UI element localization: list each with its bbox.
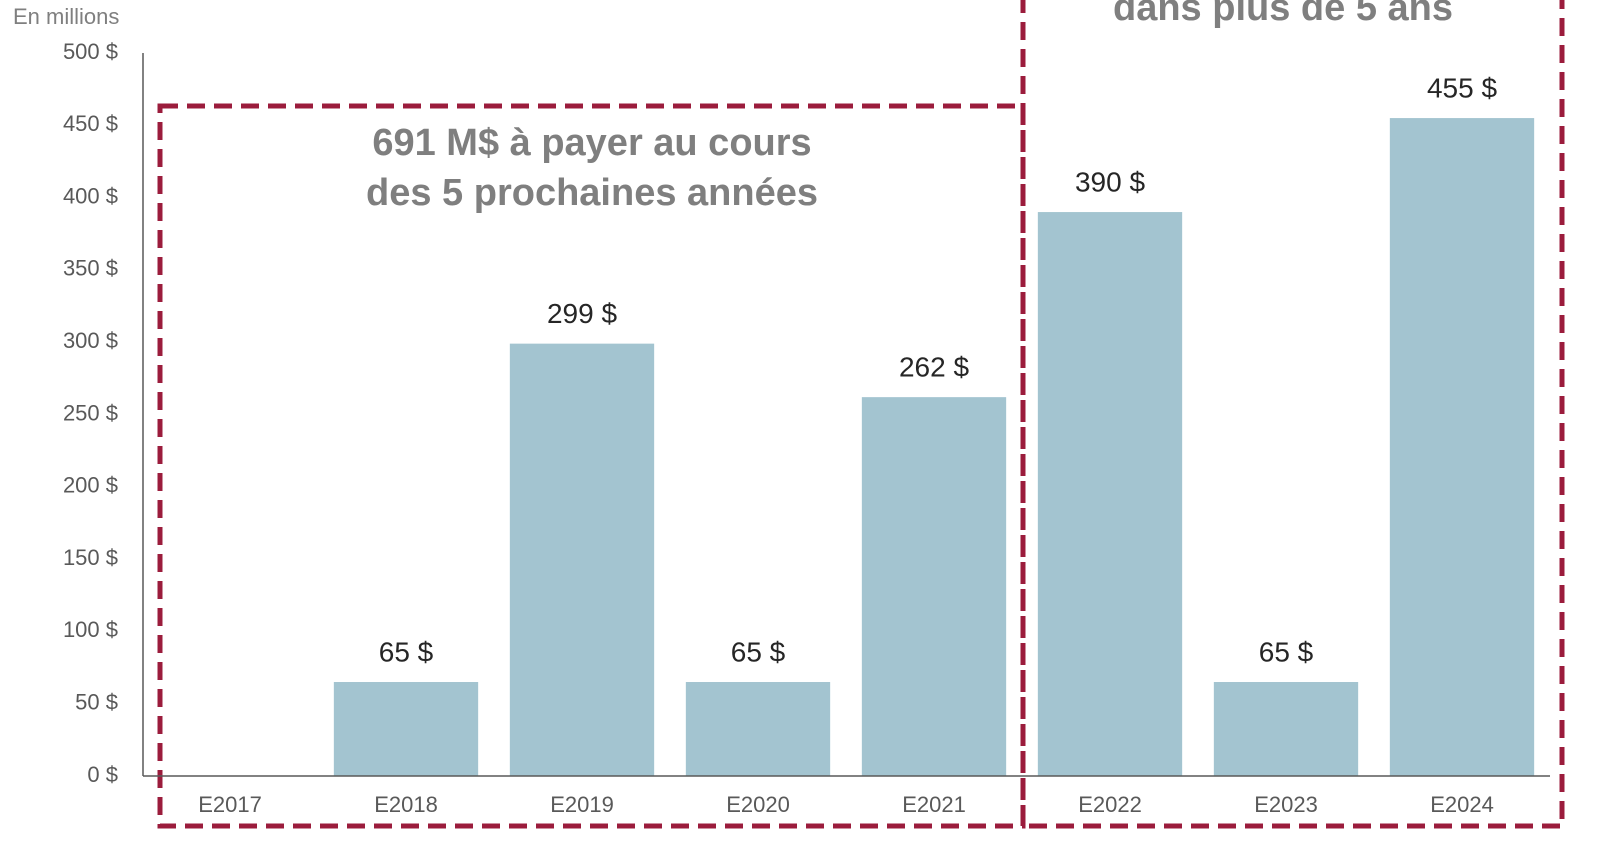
y-tick-label: 500 $ [63, 39, 118, 64]
bar [333, 682, 479, 776]
bar [861, 397, 1007, 776]
annotation: 691 M$ à payer au cours [372, 122, 811, 164]
bar [1213, 682, 1359, 776]
y-tick-label: 0 $ [87, 762, 118, 787]
y-tick-label: 300 $ [63, 328, 118, 353]
x-tick-label: E2022 [1078, 792, 1142, 817]
unit-label: En millions [13, 4, 119, 29]
x-tick-label: E2019 [550, 792, 614, 817]
bar [685, 682, 831, 776]
value-label: 65 $ [1259, 636, 1314, 667]
annotation: dans plus de 5 ans [1113, 0, 1453, 29]
y-tick-label: 200 $ [63, 473, 118, 498]
annotation: des 5 prochaines années [366, 172, 818, 214]
value-label: 299 $ [547, 298, 617, 329]
y-tick-label: 450 $ [63, 111, 118, 136]
x-tick-label: E2021 [902, 792, 966, 817]
bar [509, 343, 655, 776]
y-tick-label: 400 $ [63, 183, 118, 208]
y-tick-label: 50 $ [75, 690, 118, 715]
value-label: 455 $ [1427, 72, 1497, 103]
annotation-box [1020, 0, 1565, 829]
y-tick-label: 350 $ [63, 256, 118, 281]
value-label: 262 $ [899, 352, 969, 383]
y-tick-label: 100 $ [63, 617, 118, 642]
x-tick-label: E2018 [374, 792, 438, 817]
x-tick-label: E2024 [1430, 792, 1494, 817]
x-tick-label: E2023 [1254, 792, 1318, 817]
x-tick-label: E2017 [198, 792, 262, 817]
bar [1389, 118, 1535, 776]
x-tick-label: E2020 [726, 792, 790, 817]
bar [1037, 212, 1183, 776]
value-label: 65 $ [379, 636, 434, 667]
value-label: 390 $ [1075, 166, 1145, 197]
y-tick-label: 250 $ [63, 400, 118, 425]
y-tick-label: 150 $ [63, 545, 118, 570]
value-label: 65 $ [731, 636, 786, 667]
